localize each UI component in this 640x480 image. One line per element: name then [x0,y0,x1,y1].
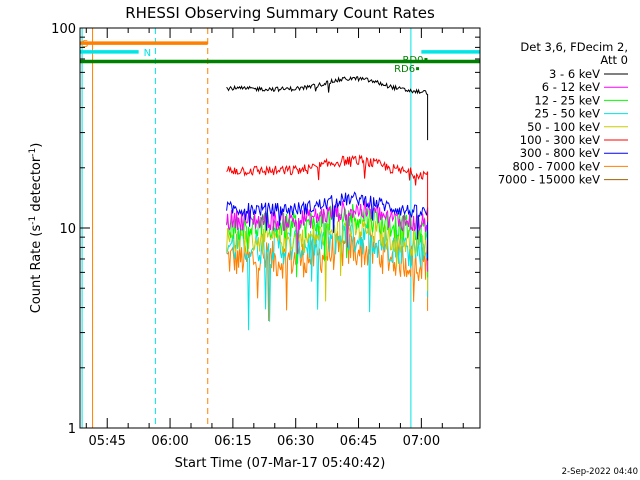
marker-dot-rd0 [424,57,428,61]
x-tick-label-1: 06:00 [151,434,188,449]
marker-label-rd6: RD6 [394,64,415,75]
legend-entry-label-7: 800 - 7000 keV [512,159,600,173]
legend-entry-label-6: 300 - 800 keV [520,146,600,160]
legend-entry-label-1: 6 - 12 keV [542,80,600,94]
flag-label-n: N [144,48,151,59]
series-line-4 [226,200,429,272]
footer-timestamp: 2-Sep-2022 04:40 [562,467,638,477]
y-tick-label-2: 100 [51,22,76,37]
series-line-6 [226,154,429,222]
x-tick-label-3: 06:30 [277,434,314,449]
legend-entry-label-5: 100 - 300 keV [520,133,600,147]
x-tick-label-5: 07:00 [403,434,440,449]
legend-entry-label-4: 50 - 100 keV [527,120,600,134]
marker-label-rd0: RD0 [402,55,423,66]
axes: 1 10 100 05:45 06:00 06:15 06:30 06:45 07:00 [51,22,480,449]
legend-header-line-2: Att 0 [600,53,628,67]
x-tick-label-2: 06:15 [214,434,251,449]
marker-dot-rd6 [416,67,420,71]
series-line-7 [226,75,429,141]
legend-header-line-1: Det 3,6, FDecim 2, [520,40,628,54]
legend-entry-label-8: 7000 - 15000 keV [498,173,600,187]
legend-entry-label-0: 3 - 6 keV [549,67,600,81]
x-tick-label-4: 06:45 [340,434,377,449]
flag-label-s: S [82,39,88,50]
y-tick-label-1: 10 [59,222,76,237]
series-line-5 [226,191,429,261]
x-axis-label: Start Time (07-Mar-17 05:40:42) [175,456,386,471]
legend-entry-label-2: 12 - 25 keV [534,93,600,107]
chart-title: RHESSI Observing Summary Count Rates [125,4,435,22]
legend-entry-label-3: 25 - 50 keV [534,107,600,121]
y-axis-label: Count Rate (s-1 detector-1) [28,143,44,314]
y-tick-label-0: 1 [68,422,76,437]
x-tick-label-0: 05:45 [88,434,125,449]
series-line-2 [226,215,429,302]
